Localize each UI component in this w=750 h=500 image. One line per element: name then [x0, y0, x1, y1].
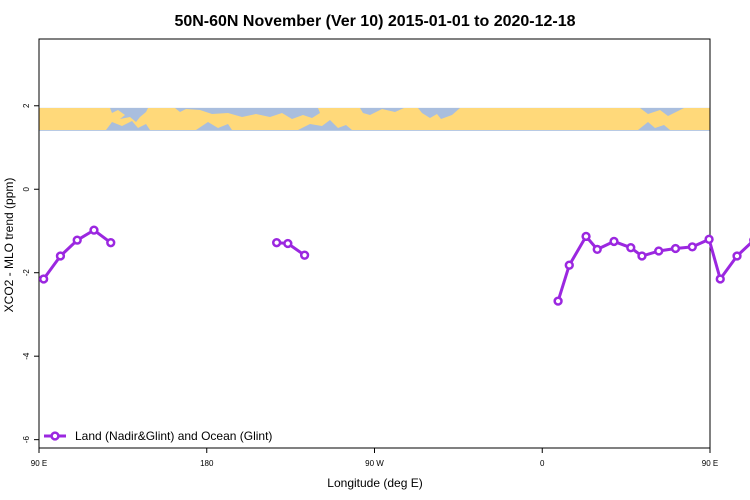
series-layer	[39, 225, 750, 306]
x-tick-label: 180	[200, 459, 214, 468]
data-point	[283, 238, 293, 249]
data-point	[609, 236, 619, 247]
data-point	[106, 238, 116, 248]
legend: Land (Nadir&Glint) and Ocean (Glint)	[44, 429, 272, 443]
data-point	[581, 231, 591, 242]
data-point	[732, 251, 742, 261]
data-point	[564, 260, 574, 270]
series-line	[556, 234, 750, 302]
data-point	[654, 246, 664, 256]
x-axis-label: Longitude (deg E)	[327, 476, 422, 490]
chart-title: 50N-60N November (Ver 10) 2015-01-01 to …	[174, 13, 575, 30]
data-point	[299, 250, 310, 260]
legend-marker	[50, 431, 60, 441]
data-point	[704, 234, 714, 244]
y-axis-label: XCO2 - MLO trend (ppm)	[2, 178, 16, 313]
y-tick-label: -2	[22, 269, 31, 277]
data-point	[271, 238, 282, 248]
y-tick-label: -6	[22, 436, 31, 444]
data-point	[39, 274, 49, 284]
x-tick-label: 90 E	[702, 459, 718, 468]
map-band	[39, 107, 710, 131]
map-land	[39, 108, 710, 130]
data-point	[626, 243, 636, 253]
y-tick-label: 2	[22, 103, 31, 108]
legend-label: Land (Nadir&Glint) and Ocean (Glint)	[75, 429, 272, 443]
x-tick-label: 0	[540, 459, 545, 468]
y-tick-label: 0	[22, 186, 31, 191]
y-tick-label: -4	[22, 352, 31, 360]
data-point	[715, 274, 725, 284]
data-point	[89, 225, 99, 235]
data-point	[72, 235, 82, 245]
x-tick-label: 90 E	[31, 459, 47, 468]
data-point	[592, 244, 602, 254]
x-tick-label: 90 W	[365, 459, 384, 468]
data-point	[670, 243, 681, 254]
land-mass-asia	[39, 108, 710, 130]
data-point	[55, 251, 66, 261]
data-point	[553, 296, 563, 306]
y-axis: 2 0 -2 -4 -6	[22, 103, 39, 443]
data-point	[637, 251, 647, 261]
data-point	[687, 242, 697, 252]
